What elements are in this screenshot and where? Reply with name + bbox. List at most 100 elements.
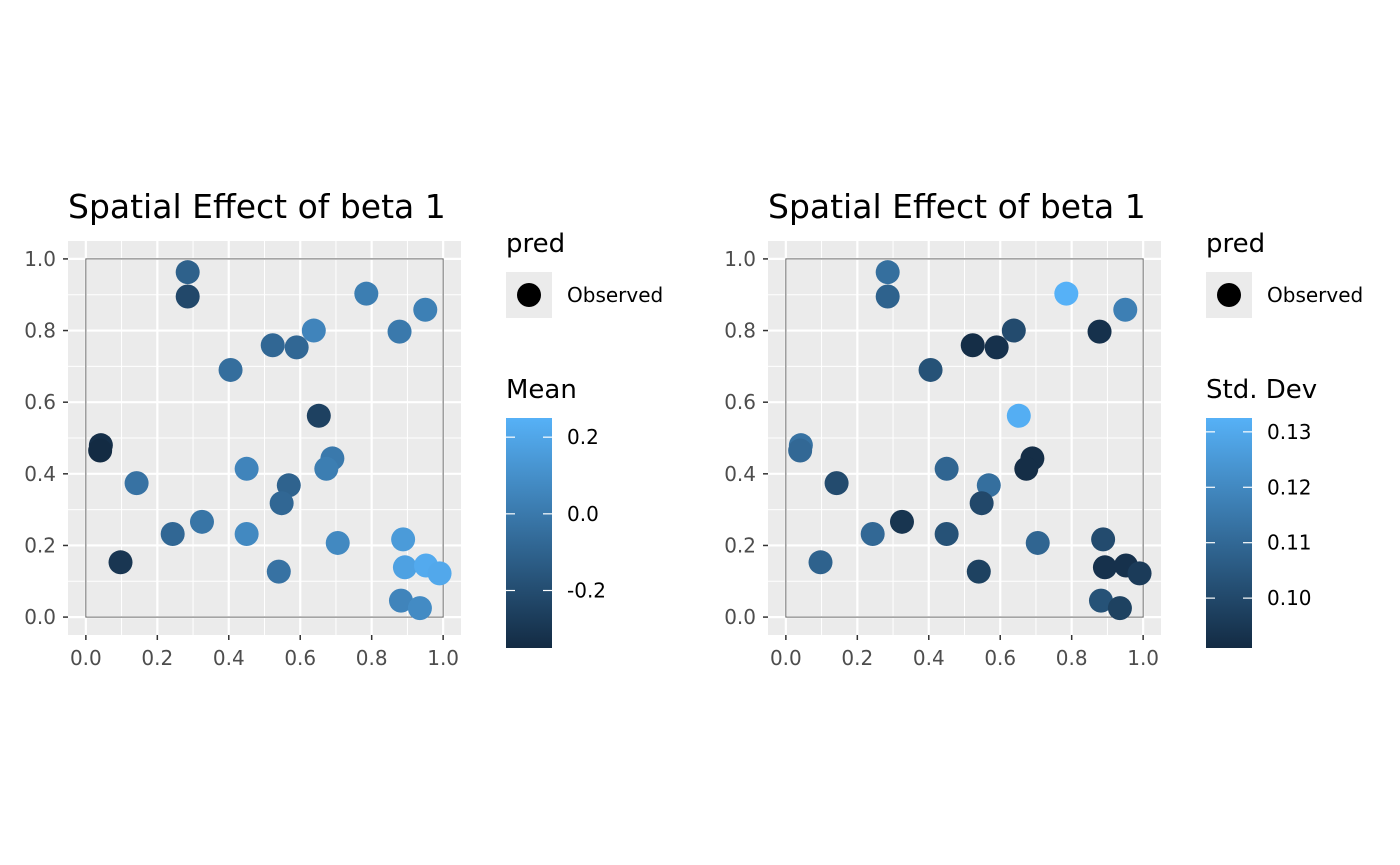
domain-boundary bbox=[85, 258, 444, 618]
data-point bbox=[824, 471, 849, 496]
x-tick-label: 0.2 bbox=[141, 646, 173, 670]
data-point bbox=[1014, 456, 1039, 481]
data-point bbox=[306, 403, 331, 428]
data-point bbox=[260, 333, 285, 358]
colorbar-label: 0.10 bbox=[1267, 586, 1312, 610]
data-point bbox=[269, 491, 294, 516]
colorbar bbox=[1206, 418, 1252, 648]
x-tick-label: 0.4 bbox=[213, 646, 245, 670]
data-point bbox=[1092, 555, 1117, 580]
data-point bbox=[1091, 527, 1116, 552]
x-tick-label: 0.2 bbox=[841, 646, 873, 670]
data-point bbox=[160, 521, 185, 546]
data-point bbox=[875, 284, 900, 309]
y-tick-label: 0.2 bbox=[24, 533, 56, 557]
y-tick-label: 0.4 bbox=[724, 462, 756, 486]
shape-legend-label: Observed bbox=[1267, 283, 1363, 307]
data-point bbox=[889, 509, 914, 534]
x-tick-label: 0.8 bbox=[356, 646, 388, 670]
y-tick-label: 0.8 bbox=[24, 319, 56, 343]
y-tick-label: 0.0 bbox=[24, 605, 56, 629]
data-point bbox=[934, 521, 959, 546]
x-tick-label: 0.6 bbox=[284, 646, 316, 670]
y-tick-label: 0.4 bbox=[24, 462, 56, 486]
data-point bbox=[88, 438, 113, 463]
data-point bbox=[314, 456, 339, 481]
data-point bbox=[427, 561, 452, 586]
domain-boundary bbox=[785, 258, 1144, 618]
colorbar-label: 0.0 bbox=[567, 502, 599, 526]
colorbar-label: -0.2 bbox=[567, 579, 606, 603]
data-point bbox=[407, 596, 432, 621]
data-point bbox=[189, 509, 214, 534]
data-point bbox=[1087, 319, 1112, 344]
data-point bbox=[234, 456, 259, 481]
data-point bbox=[1113, 297, 1138, 322]
data-point bbox=[966, 559, 991, 584]
x-tick-label: 0.8 bbox=[1056, 646, 1088, 670]
data-point bbox=[175, 260, 200, 285]
chart-title: Spatial Effect of beta 1 bbox=[768, 187, 1146, 226]
data-point bbox=[124, 471, 149, 496]
data-point bbox=[1107, 596, 1132, 621]
y-tick-label: 0.2 bbox=[724, 533, 756, 557]
data-point bbox=[266, 559, 291, 584]
x-tick-label: 0.4 bbox=[913, 646, 945, 670]
data-point bbox=[918, 357, 943, 382]
data-point bbox=[1054, 281, 1079, 306]
x-tick-label: 0.6 bbox=[984, 646, 1016, 670]
y-tick-label: 0.0 bbox=[724, 605, 756, 629]
color-legend-title: Std. Dev bbox=[1206, 375, 1317, 405]
color-legend-title: Mean bbox=[506, 375, 577, 405]
x-tick-label: 0.0 bbox=[70, 646, 102, 670]
colorbar-label: 0.2 bbox=[567, 425, 599, 449]
data-point bbox=[391, 527, 416, 552]
data-point bbox=[392, 555, 417, 580]
data-point bbox=[234, 521, 259, 546]
colorbar bbox=[506, 418, 552, 648]
data-point bbox=[875, 260, 900, 285]
data-point bbox=[284, 335, 309, 360]
shape-legend-dot bbox=[1217, 283, 1241, 307]
data-point bbox=[325, 530, 350, 555]
y-tick-label: 0.6 bbox=[724, 390, 756, 414]
data-point bbox=[1088, 588, 1113, 613]
chart-title: Spatial Effect of beta 1 bbox=[68, 187, 446, 226]
x-tick-label: 0.0 bbox=[770, 646, 802, 670]
x-tick-label: 1.0 bbox=[1127, 646, 1159, 670]
data-point bbox=[108, 550, 133, 575]
colorbar-label: 0.13 bbox=[1267, 420, 1312, 444]
data-point bbox=[808, 550, 833, 575]
y-tick-label: 0.8 bbox=[724, 319, 756, 343]
y-tick-label: 1.0 bbox=[724, 247, 756, 271]
data-point bbox=[1001, 318, 1026, 343]
y-tick-label: 0.6 bbox=[24, 390, 56, 414]
data-point bbox=[969, 491, 994, 516]
x-tick-label: 1.0 bbox=[427, 646, 459, 670]
data-point bbox=[387, 319, 412, 344]
shape-legend-label: Observed bbox=[567, 283, 663, 307]
data-point bbox=[934, 456, 959, 481]
shape-legend-dot bbox=[517, 283, 541, 307]
shape-legend-title: pred bbox=[1206, 229, 1265, 259]
data-point bbox=[354, 281, 379, 306]
data-point bbox=[1127, 561, 1152, 586]
data-point bbox=[984, 335, 1009, 360]
data-point bbox=[218, 357, 243, 382]
chart-panel-1: Spatial Effect of beta 1 0.0 0.2 0.4 0.6 0.8 1… bbox=[24, 187, 663, 670]
data-point bbox=[1025, 530, 1050, 555]
data-point bbox=[413, 297, 438, 322]
data-point bbox=[860, 521, 885, 546]
data-point bbox=[788, 438, 813, 463]
data-point bbox=[175, 284, 200, 309]
data-point bbox=[1006, 403, 1031, 428]
y-tick-label: 1.0 bbox=[24, 247, 56, 271]
colorbar-label: 0.12 bbox=[1267, 475, 1312, 499]
chart-panel-2: Spatial Effect of beta 1 0.0 0.2 0.4 0.6 0.8 1… bbox=[724, 187, 1363, 670]
colorbar-label: 0.11 bbox=[1267, 531, 1312, 555]
data-point bbox=[301, 318, 326, 343]
data-point bbox=[388, 588, 413, 613]
shape-legend-title: pred bbox=[506, 229, 565, 259]
data-point bbox=[960, 333, 985, 358]
